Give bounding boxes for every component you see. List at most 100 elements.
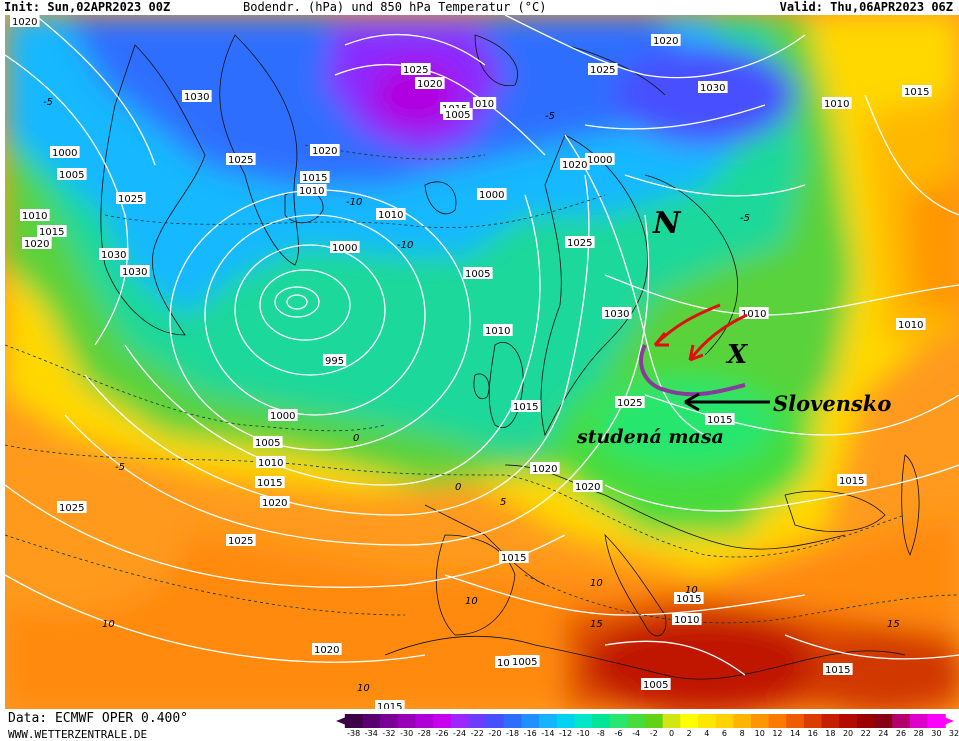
red-arrow-east [688, 313, 748, 361]
high-pressure-marker: X [725, 340, 749, 370]
scale-tick-label: -16 [523, 729, 537, 738]
scale-swatch [697, 714, 717, 728]
svg-text:1025: 1025 [403, 65, 428, 76]
isobar-label-1030-north: 1030 [698, 81, 728, 94]
isotherm-label: -5 [43, 97, 53, 108]
scale-swatch [433, 714, 452, 728]
scale-swatch [839, 714, 858, 728]
svg-text:1000: 1000 [332, 243, 357, 254]
temperature-field [5, 15, 959, 709]
scale-tick-label: 6 [721, 729, 727, 738]
scale-swatch [609, 714, 628, 728]
scale-tick-label: -6 [614, 729, 623, 738]
scale-tick-label: 10 [754, 729, 765, 738]
color-scale-bar [336, 714, 954, 728]
scale-tick-label: -38 [347, 729, 361, 738]
svg-text:1015: 1015 [39, 227, 64, 238]
isobar-labels: 1020103010001005102510101015102010301030… [10, 15, 932, 709]
scale-swatch [592, 714, 611, 728]
svg-text:1025: 1025 [228, 536, 253, 547]
svg-text:1015: 1015 [676, 594, 701, 605]
isotherm-labels: -5 -10 -10 -5 0 0 5 10 10 10 10 15 -5 -5… [43, 97, 900, 694]
scale-swatch [627, 714, 646, 728]
isobar-label-1025-iberia: 1025 [226, 534, 256, 547]
scale-swatch [486, 714, 505, 728]
isobar-label-1015-med: 1015 [499, 551, 529, 564]
svg-text:1020: 1020 [562, 160, 587, 171]
isobar-label-1020-south: 1020 [260, 496, 290, 509]
isobar-label-1020-west: 1020 [22, 237, 52, 250]
scale-swatch [768, 714, 787, 728]
weather-map: 1020103010001005102510101015102010301030… [5, 15, 959, 709]
scale-swatch [750, 714, 770, 728]
scale-swatch [539, 714, 558, 728]
isotherm-label: 10 [357, 683, 370, 694]
svg-text:1010: 1010 [258, 458, 283, 469]
scale-swatch [874, 714, 893, 728]
isotherm-label: 5 [500, 497, 506, 508]
scale-swatch [909, 714, 929, 728]
scale-tick-label: -14 [541, 729, 555, 738]
isobar-label-1010-ne: 1010 [822, 97, 852, 110]
svg-text:1005: 1005 [445, 110, 470, 121]
svg-text:1005: 1005 [643, 680, 668, 691]
svg-text:1000: 1000 [270, 411, 295, 422]
svg-text:995: 995 [325, 356, 344, 367]
scale-tick-label: 28 [913, 729, 924, 738]
isobar-label-1015-britain: 1015 [511, 400, 541, 413]
svg-text:1010: 1010 [898, 320, 923, 331]
svg-text:1005: 1005 [59, 170, 84, 181]
svg-text:1030: 1030 [700, 83, 725, 94]
scale-swatch [786, 714, 805, 728]
cold-mass-label: studená masa [576, 426, 724, 448]
isobar-label-1025-poland: 1025 [615, 396, 645, 409]
isobar-label-1010-west: 1010 [20, 209, 50, 222]
isobar-label-1030-west-b: 1030 [120, 265, 150, 278]
isobar-label-1020-africa: 1020 [312, 643, 342, 656]
scale-swatch [450, 714, 469, 728]
scale-swatch [556, 714, 575, 728]
svg-text:010: 010 [475, 99, 494, 110]
isobar-label-1025-arctic-a: 1025 [401, 63, 431, 76]
svg-text:1005: 1005 [512, 657, 537, 668]
isobar-label-1030-baltic: 1030 [602, 307, 632, 320]
svg-text:1025: 1025 [590, 65, 615, 76]
isobar-label-1020-scand: 1020 [560, 158, 590, 171]
isotherm-label: 0 [353, 433, 359, 444]
scale-tick-label: 22 [860, 729, 871, 738]
svg-text:1020: 1020 [12, 17, 37, 28]
isotherm-label: -5 [115, 462, 125, 473]
isobar-label-1015-blacksea: 1015 [837, 474, 867, 487]
scale-tick-label: 0 [668, 729, 675, 738]
svg-text:1020: 1020 [262, 498, 287, 509]
scale-tick-label: 32 [948, 729, 959, 738]
scale-tick-label: 24 [878, 729, 889, 738]
scale-tick-label: 18 [825, 729, 836, 738]
isobar-label-1005-arctic: 1005 [443, 108, 473, 121]
scale-tick-label: -26 [435, 729, 449, 738]
svg-text:1020: 1020 [314, 645, 339, 656]
isobar-label-1015-libya: 1015 [674, 592, 704, 605]
scale-swatch [715, 714, 734, 728]
scale-tick-label: -10 [576, 729, 590, 738]
isobar-label-995-low: 995 [323, 354, 347, 367]
scale-swatch [733, 714, 752, 728]
isobar-label-1010-eastmed: 1010 [672, 613, 702, 626]
svg-text:1000: 1000 [587, 155, 612, 166]
svg-text:1005: 1005 [255, 438, 280, 449]
svg-text:1020: 1020 [532, 464, 557, 475]
scale-swatch [662, 714, 681, 728]
scale-high-arrow [936, 714, 954, 728]
isotherm-label: 15 [887, 619, 900, 630]
init-time-label: Init: Sun,02APR2023 00Z [4, 0, 171, 14]
scale-swatch [521, 714, 540, 728]
svg-text:1015: 1015 [904, 87, 929, 98]
isotherm-label: 0 [455, 482, 461, 493]
svg-text:1025: 1025 [567, 238, 592, 249]
map-header: Init: Sun,02APR2023 00Z Bodendr. (hPa) u… [0, 0, 959, 15]
isobar-label-1010-east: 1010 [896, 318, 926, 331]
isobar-label-1025-west: 1025 [116, 192, 146, 205]
scale-tick-label: -12 [558, 729, 573, 738]
svg-text:1020: 1020 [24, 239, 49, 250]
svg-text:1025: 1025 [118, 194, 143, 205]
